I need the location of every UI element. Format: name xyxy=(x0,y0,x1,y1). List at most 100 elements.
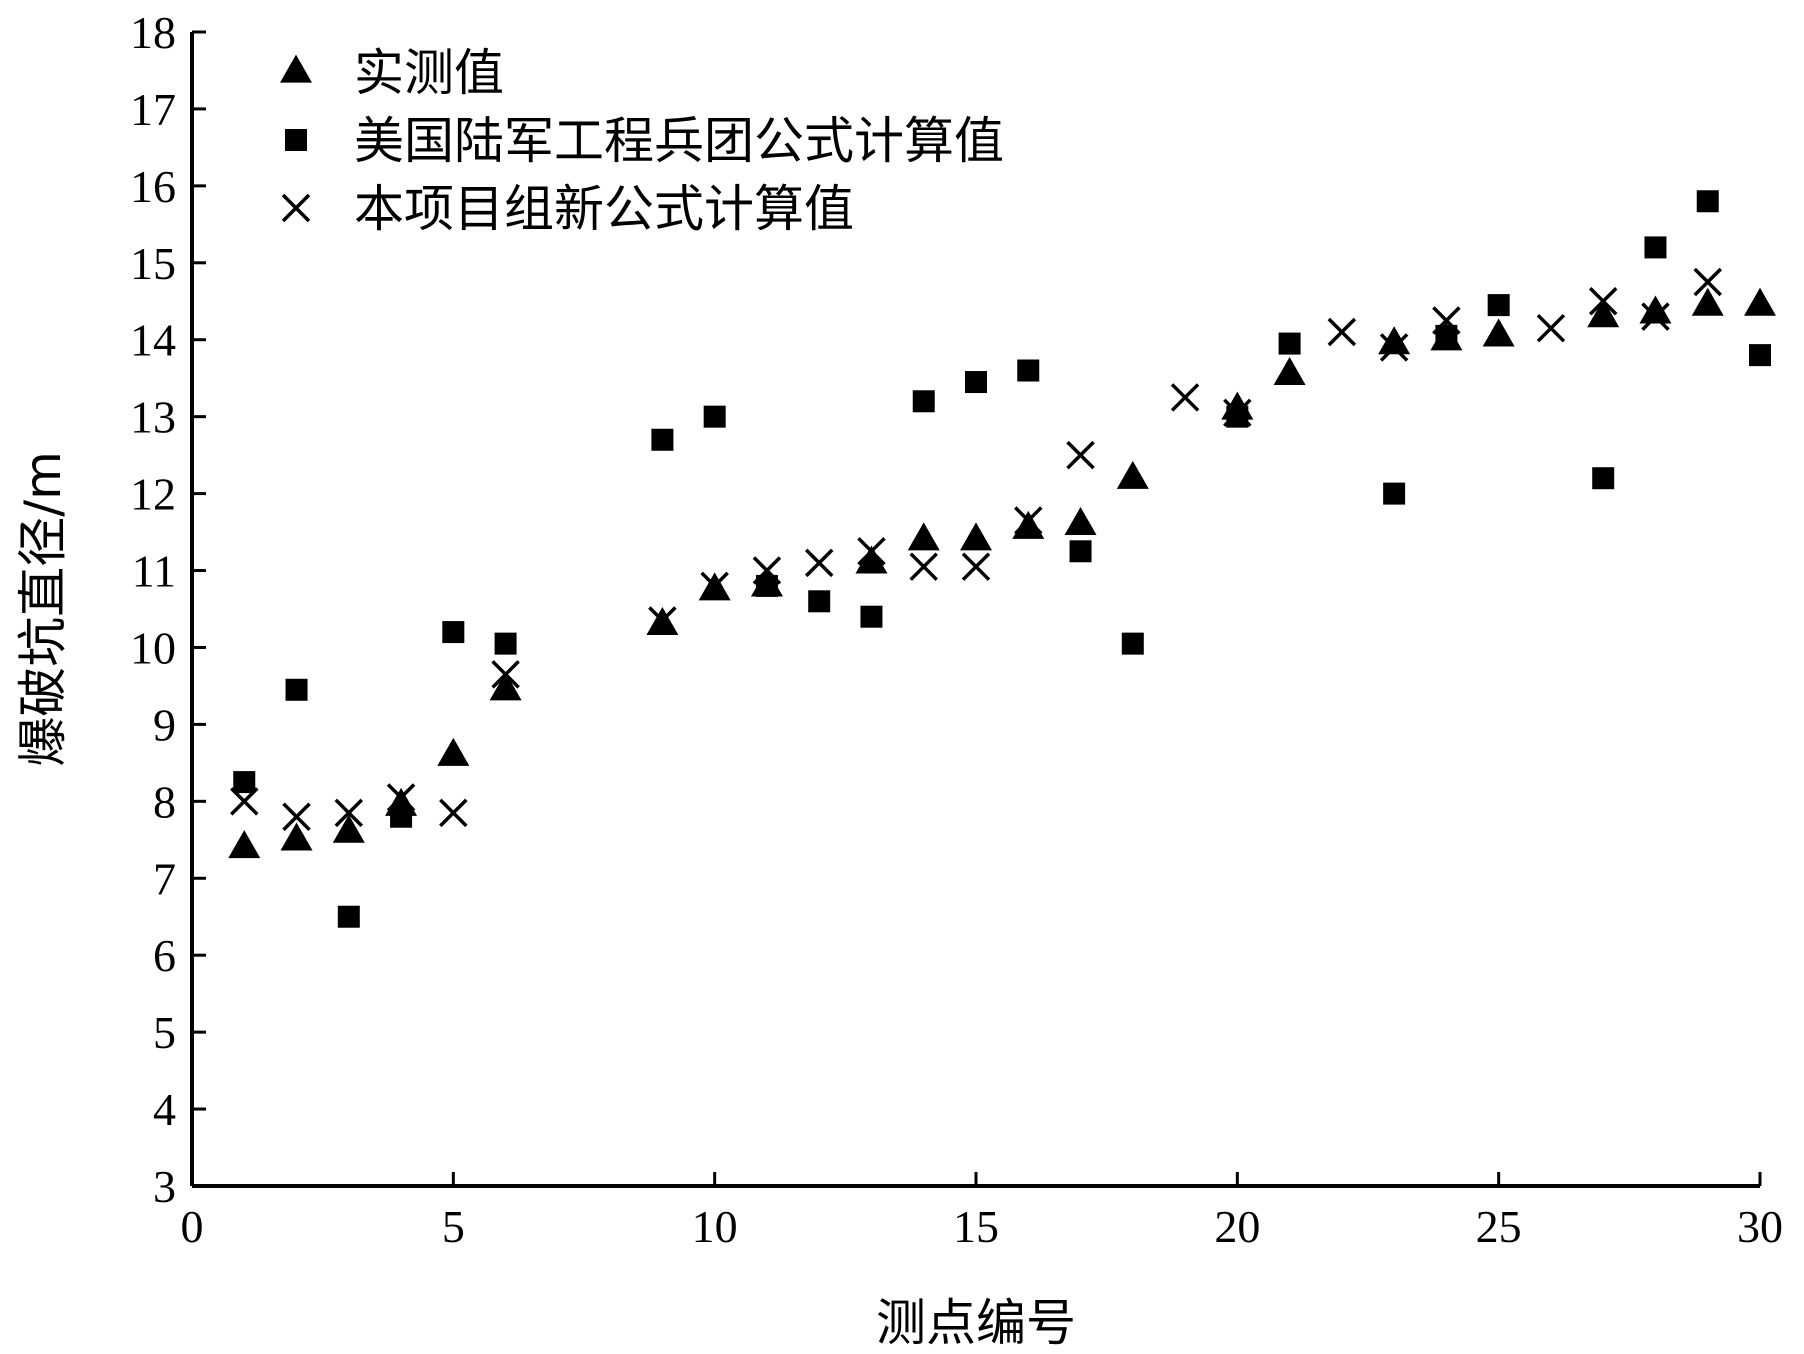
y-tick-label: 12 xyxy=(130,469,176,520)
measured-point xyxy=(1273,356,1306,385)
y-tick-label: 10 xyxy=(130,622,176,673)
usace-point xyxy=(1278,332,1301,355)
usace-point xyxy=(1749,344,1771,367)
new-formula-point xyxy=(1327,317,1357,347)
x-tick-label: 25 xyxy=(1476,1201,1522,1252)
new-formula-point xyxy=(961,552,991,581)
usace-point xyxy=(1644,236,1667,259)
usace-point xyxy=(1435,324,1458,347)
y-tick-label: 15 xyxy=(130,238,176,289)
new-formula-point-stroke xyxy=(334,798,364,828)
new-formula-point-stroke xyxy=(439,798,468,828)
usace-point xyxy=(1383,482,1406,505)
usace-point xyxy=(285,678,308,701)
x-axis-title: 测点编号 xyxy=(876,1294,1076,1352)
new-formula-point-stroke xyxy=(648,606,677,635)
x-tick-label: 0 xyxy=(181,1201,204,1252)
usace-point xyxy=(337,905,360,928)
new-formula-point xyxy=(230,787,259,816)
new-formula-point-stroke xyxy=(857,537,886,566)
new-formula-point xyxy=(700,571,729,601)
measured-point xyxy=(1744,287,1776,316)
legend-label: 本项目组新公式计算值 xyxy=(354,180,854,238)
measured-point xyxy=(1012,510,1045,539)
legend-marker-new-formula-point-stroke xyxy=(281,193,311,223)
usace-point xyxy=(1017,359,1040,382)
measured-point xyxy=(960,522,992,551)
new-formula-point xyxy=(1014,506,1043,535)
legend-marker-measured-point xyxy=(280,54,312,83)
new-formula-point-stroke xyxy=(1641,302,1670,331)
usace-point xyxy=(233,771,256,794)
usace-point xyxy=(651,428,674,451)
new-formula-point-stroke xyxy=(1379,333,1409,362)
measured-point xyxy=(1587,299,1620,328)
legend-label: 美国陆军工程兵团公式计算值 xyxy=(354,112,1004,170)
x-tick-label: 5 xyxy=(442,1201,465,1252)
y-tick-label: 9 xyxy=(153,699,176,750)
usace-point xyxy=(1487,294,1510,317)
usace-point xyxy=(703,405,726,428)
measured-point xyxy=(855,545,888,574)
y-tick-label: 16 xyxy=(130,161,176,212)
measured-point xyxy=(489,672,522,701)
new-formula-point-stroke xyxy=(909,552,938,581)
usace-point xyxy=(442,621,465,644)
measured-point xyxy=(1064,507,1097,536)
y-tick-label: 18 xyxy=(130,7,176,58)
new-formula-point xyxy=(1641,302,1670,331)
new-formula-point xyxy=(1432,306,1461,335)
new-formula-point-stroke xyxy=(752,556,782,585)
measured-point xyxy=(280,822,313,851)
usace-point xyxy=(860,605,883,628)
new-formula-point-stroke xyxy=(282,802,311,831)
measured-point xyxy=(1639,295,1672,324)
new-formula-point xyxy=(1379,333,1409,362)
new-formula-point-stroke xyxy=(386,783,416,812)
data-points xyxy=(228,190,1776,928)
new-formula-point xyxy=(1066,440,1095,470)
usace-point xyxy=(1121,632,1144,655)
new-formula-point xyxy=(1536,313,1566,343)
measured-point xyxy=(1691,287,1724,316)
new-formula-point-stroke xyxy=(1066,440,1095,470)
measured-point xyxy=(1116,460,1149,489)
y-tick-label: 6 xyxy=(153,930,176,981)
new-formula-point-stroke xyxy=(1588,287,1618,316)
new-formula-point-stroke xyxy=(700,571,729,601)
usace-point xyxy=(494,632,517,655)
usace-point xyxy=(965,371,987,394)
y-tick-label: 3 xyxy=(153,1161,176,1212)
new-formula-point xyxy=(334,798,364,828)
legend-label: 实测值 xyxy=(354,44,504,102)
x-ticks: 0 5 10 15 20 25 30 xyxy=(181,1172,1783,1252)
new-formula-point xyxy=(648,606,677,635)
usace-point xyxy=(390,805,413,828)
measured-point xyxy=(1482,318,1515,347)
new-formula-point-stroke xyxy=(804,548,834,578)
legend-marker-usace-point xyxy=(285,129,307,151)
new-formula-point xyxy=(1223,398,1252,428)
y-tick-label: 13 xyxy=(130,392,176,443)
legend-marker-new-formula-point xyxy=(281,193,311,223)
new-formula-point-stroke xyxy=(1014,506,1043,535)
new-formula-point xyxy=(386,783,416,812)
y-tick-label: 5 xyxy=(153,1007,176,1058)
new-formula-point xyxy=(752,556,782,585)
y-tick-label: 7 xyxy=(153,853,176,904)
y-axis-title: 爆破坑直径/m xyxy=(14,451,72,767)
new-formula-point-stroke xyxy=(230,787,259,816)
x-tick-label: 10 xyxy=(692,1201,738,1252)
measured-point xyxy=(228,830,261,859)
x-tick-label: 15 xyxy=(953,1201,999,1252)
y-ticks: 3 4 5 6 7 8 9 10 11 12 13 14 15 16 17 18 xyxy=(130,7,206,1212)
y-tick-label: 8 xyxy=(153,776,176,827)
usace-point xyxy=(1592,467,1615,490)
new-formula-point xyxy=(909,552,938,581)
new-formula-point-stroke xyxy=(1693,267,1722,297)
usace-point xyxy=(1226,405,1249,428)
new-formula-point-stroke xyxy=(1432,306,1461,335)
usace-point xyxy=(1069,540,1092,563)
